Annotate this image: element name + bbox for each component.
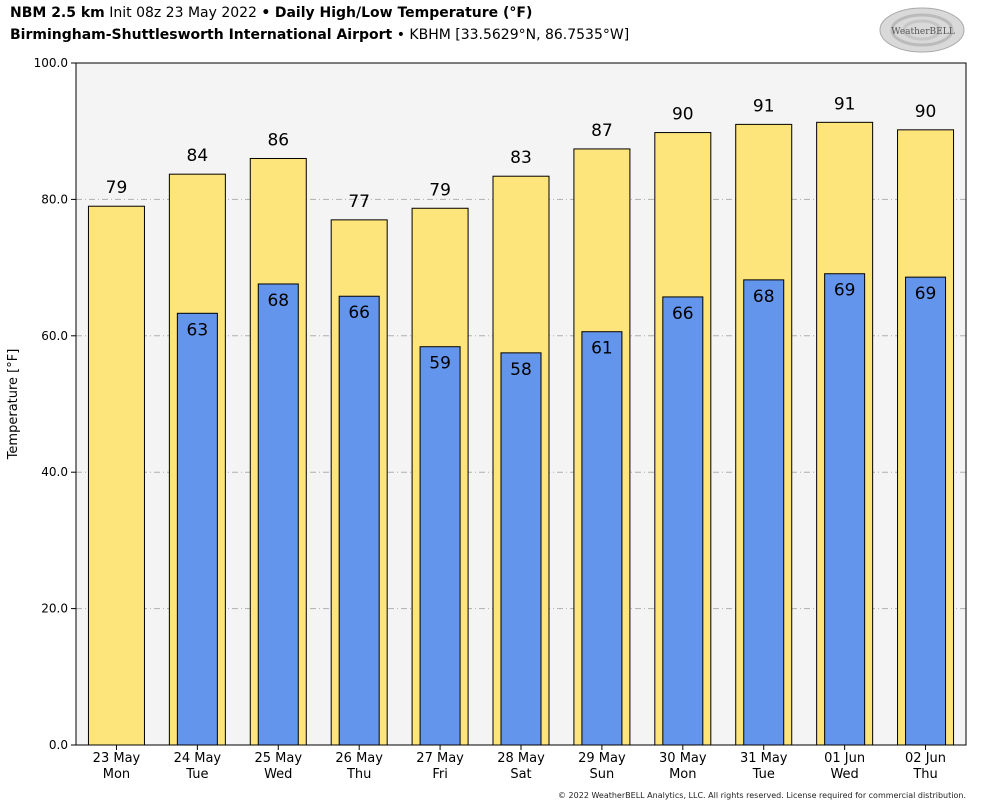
low-temp-label: 68 bbox=[267, 291, 289, 311]
low-temp-label: 69 bbox=[915, 284, 937, 304]
low-temp-bar bbox=[176, 312, 218, 746]
x-tick-label-day: Tue bbox=[752, 767, 775, 782]
low-temp-label: 66 bbox=[672, 304, 694, 324]
low-temp-label: 69 bbox=[834, 281, 856, 301]
copyright-notice: © 2022 WeatherBELL Analytics, LLC. All r… bbox=[558, 791, 966, 800]
high-temp-label: 84 bbox=[187, 146, 209, 166]
x-tick-label-date: 24 May bbox=[174, 751, 222, 766]
low-temp-bar bbox=[581, 331, 623, 746]
x-tick-label-day: Sun bbox=[590, 767, 615, 782]
x-tick-label-day: Thu bbox=[912, 767, 937, 782]
x-tick-label-day: Mon bbox=[103, 767, 130, 782]
low-temp-bar bbox=[338, 295, 380, 746]
init-time: Init 08z 23 May 2022 bbox=[109, 5, 257, 21]
high-temp-label: 83 bbox=[510, 148, 532, 168]
low-temp-label: 61 bbox=[591, 339, 613, 359]
x-tick-label-date: 27 May bbox=[416, 751, 464, 766]
x-tick-label-day: Tue bbox=[185, 767, 208, 782]
high-temp-bar bbox=[87, 205, 145, 746]
high-temp-label: 91 bbox=[753, 96, 775, 116]
y-tick-label: 20.0 bbox=[41, 602, 68, 616]
y-tick-label: 100.0 bbox=[34, 56, 68, 70]
low-temp-label: 59 bbox=[429, 354, 451, 374]
high-temp-label: 77 bbox=[348, 192, 370, 212]
x-tick-label-date: 02 Jun bbox=[905, 751, 946, 766]
x-tick-label-day: Wed bbox=[830, 767, 858, 782]
logo-text: WeatherBELL bbox=[891, 27, 954, 37]
x-tick-label-date: 25 May bbox=[254, 751, 302, 766]
high-temp-label: 90 bbox=[672, 105, 694, 125]
low-temp-bar bbox=[419, 346, 461, 746]
high-temp-label: 79 bbox=[429, 180, 451, 200]
low-temp-label: 63 bbox=[187, 320, 209, 340]
weatherbell-logo: WeatherBELL bbox=[878, 6, 968, 54]
chart-subtitle: Birmingham-Shuttlesworth International A… bbox=[10, 27, 629, 43]
low-temp-label: 68 bbox=[753, 287, 775, 307]
x-tick-label-date: 28 May bbox=[497, 751, 545, 766]
high-temp-label: 87 bbox=[591, 121, 613, 141]
x-tick-label-day: Fri bbox=[432, 767, 448, 782]
low-temp-label: 66 bbox=[348, 303, 370, 323]
product-name: Daily High/Low Temperature (°F) bbox=[274, 5, 533, 21]
x-tick-label-day: Mon bbox=[669, 767, 696, 782]
station-coords: KBHM [33.5629°N, 86.7535°W] bbox=[409, 27, 630, 43]
x-tick-label-date: 01 Jun bbox=[824, 751, 865, 766]
subtitle-separator: • bbox=[396, 27, 405, 43]
low-temp-bar bbox=[662, 296, 704, 746]
low-temp-bar bbox=[743, 279, 785, 746]
plot-frame bbox=[75, 62, 967, 746]
y-axis-label: Temperature [°F] bbox=[6, 349, 21, 461]
y-tick-label: 40.0 bbox=[41, 465, 68, 479]
model-name: NBM 2.5 km bbox=[10, 5, 105, 21]
low-temp-bar bbox=[905, 276, 947, 746]
x-tick-label-date: 29 May bbox=[578, 751, 626, 766]
low-temp-bar bbox=[500, 352, 542, 746]
x-tick-label-day: Thu bbox=[346, 767, 371, 782]
x-tick-label-date: 30 May bbox=[659, 751, 707, 766]
low-temp-label: 58 bbox=[510, 360, 532, 380]
station-name: Birmingham-Shuttlesworth International A… bbox=[10, 27, 393, 43]
y-tick-label: 0.0 bbox=[49, 738, 68, 752]
y-tick-label: 60.0 bbox=[41, 329, 68, 343]
low-temp-bar bbox=[824, 273, 866, 746]
x-tick-label-date: 31 May bbox=[740, 751, 788, 766]
high-temp-label: 79 bbox=[106, 178, 128, 198]
x-tick-label-date: 23 May bbox=[93, 751, 141, 766]
x-tick-label-day: Sat bbox=[510, 767, 531, 782]
x-tick-label-day: Wed bbox=[264, 767, 292, 782]
title-separator: • bbox=[261, 5, 271, 21]
high-temp-label: 86 bbox=[267, 130, 289, 150]
chart-title: NBM 2.5 km Init 08z 23 May 2022 • Daily … bbox=[10, 5, 532, 21]
low-temp-bar bbox=[257, 283, 299, 746]
high-temp-label: 90 bbox=[915, 102, 937, 122]
y-tick-label: 80.0 bbox=[41, 192, 68, 206]
high-temp-label: 91 bbox=[834, 94, 856, 114]
x-tick-label-date: 26 May bbox=[335, 751, 383, 766]
